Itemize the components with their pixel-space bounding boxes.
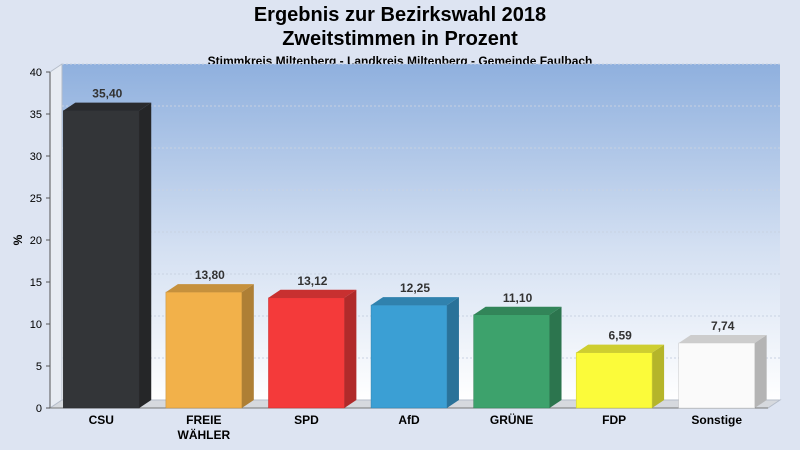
bar: [370, 304, 448, 409]
bar-side: [446, 297, 459, 408]
data-label: 6,59: [608, 329, 632, 343]
x-tick-label: SPD: [294, 413, 319, 427]
bar-top: [678, 334, 767, 343]
y-tick-label: 15: [30, 277, 42, 289]
bar: [473, 314, 550, 409]
chart-title: Ergebnis zur Bezirkswahl 2018: [253, 4, 547, 26]
x-tick-label: GRÜNE: [490, 412, 533, 427]
x-tick-label: Sonstige: [691, 413, 742, 427]
bar-top: [63, 102, 152, 111]
x-tick-label: FDP: [602, 413, 626, 427]
bar-side: [549, 306, 562, 408]
left-wall: [49, 63, 63, 409]
bar-side: [241, 284, 254, 408]
bar: [268, 297, 345, 409]
y-tick-label: 0: [36, 403, 42, 415]
data-label: 7,74: [711, 319, 735, 333]
bar-side: [652, 344, 665, 408]
y-axis-label: %: [11, 234, 25, 245]
y-tick-label: 35: [30, 109, 42, 121]
bar: [165, 291, 243, 409]
bar-side: [754, 334, 767, 408]
bar: [63, 110, 140, 409]
data-label: 11,10: [503, 291, 533, 305]
x-tick-label: WÄHLER: [178, 427, 231, 442]
bar-side: [344, 289, 357, 408]
y-tick-label: 10: [30, 319, 42, 331]
x-tick-label: FREIE: [186, 413, 221, 427]
bar-top: [576, 344, 665, 353]
bar-top: [165, 284, 254, 293]
data-label: 13,12: [297, 274, 327, 288]
y-tick-label: 5: [36, 361, 42, 373]
y-tick-label: 25: [30, 193, 42, 205]
bar-side: [139, 102, 152, 408]
x-tick-label: AfD: [398, 413, 420, 427]
y-tick-label: 40: [30, 67, 42, 79]
bar: [678, 342, 755, 409]
x-tick-label: CSU: [89, 413, 114, 427]
y-tick-label: 30: [30, 151, 42, 163]
data-label: 12,25: [400, 281, 430, 295]
bar-top: [371, 297, 459, 306]
bar: [575, 352, 653, 409]
chart-title-line2: Zweitstimmen in Prozent: [282, 28, 518, 50]
y-tick-label: 20: [30, 235, 42, 247]
bar-top: [473, 306, 562, 315]
bar-top: [268, 289, 357, 298]
data-label: 35,40: [92, 87, 122, 101]
data-label: 13,80: [195, 268, 225, 282]
